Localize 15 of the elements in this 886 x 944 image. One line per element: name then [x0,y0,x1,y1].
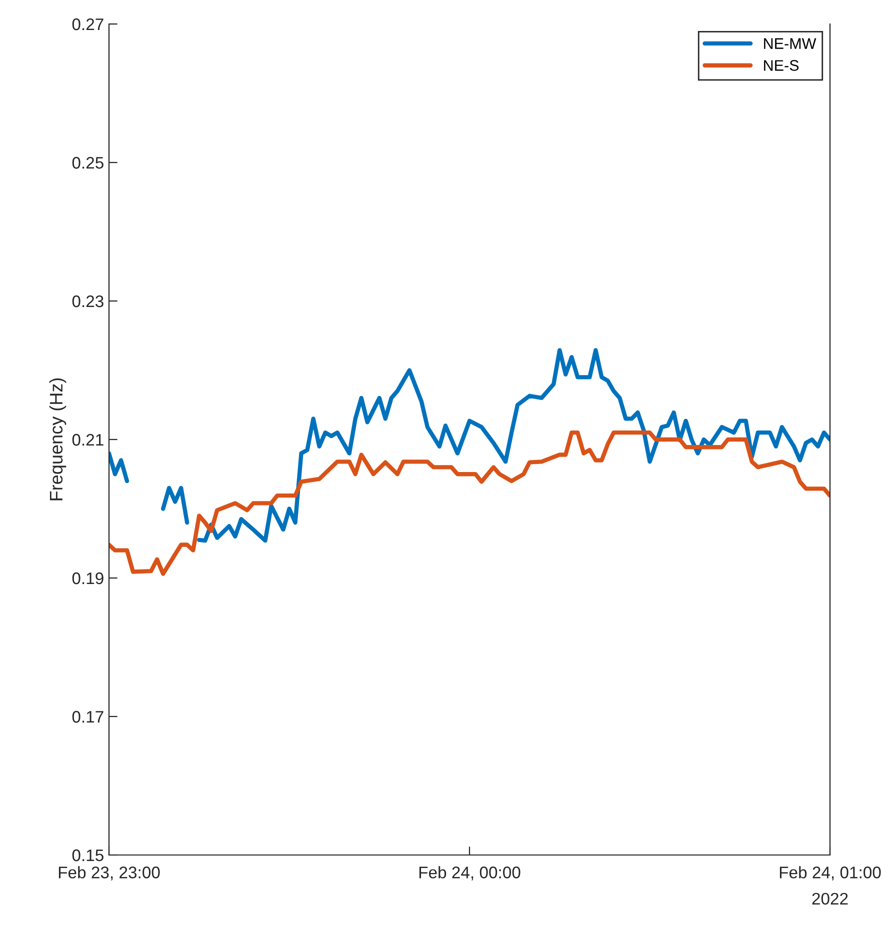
y-tick-label: 0.17 [72,710,104,723]
y-tick-label: 0.23 [72,295,104,308]
y-tick-label: 0.15 [72,849,104,862]
x-tick-label: Feb 24, 01:00 [780,866,881,880]
y-tick-label: 0.21 [72,434,104,446]
legend-label: NE-S [764,60,799,71]
y-tick-label: 0.19 [72,572,104,584]
x-tick-label: Feb 24, 00:00 [419,866,520,880]
x-tick-label: Feb 23, 23:00 [58,866,160,880]
legend-label: NE-MW [764,38,816,49]
line-series [109,430,830,576]
y-tick-label: 0.27 [72,18,104,30]
y-axis-title: Frequency (Hz) [49,378,66,500]
y-tick-label: 0.25 [72,156,104,169]
text: 2022 [812,892,848,905]
